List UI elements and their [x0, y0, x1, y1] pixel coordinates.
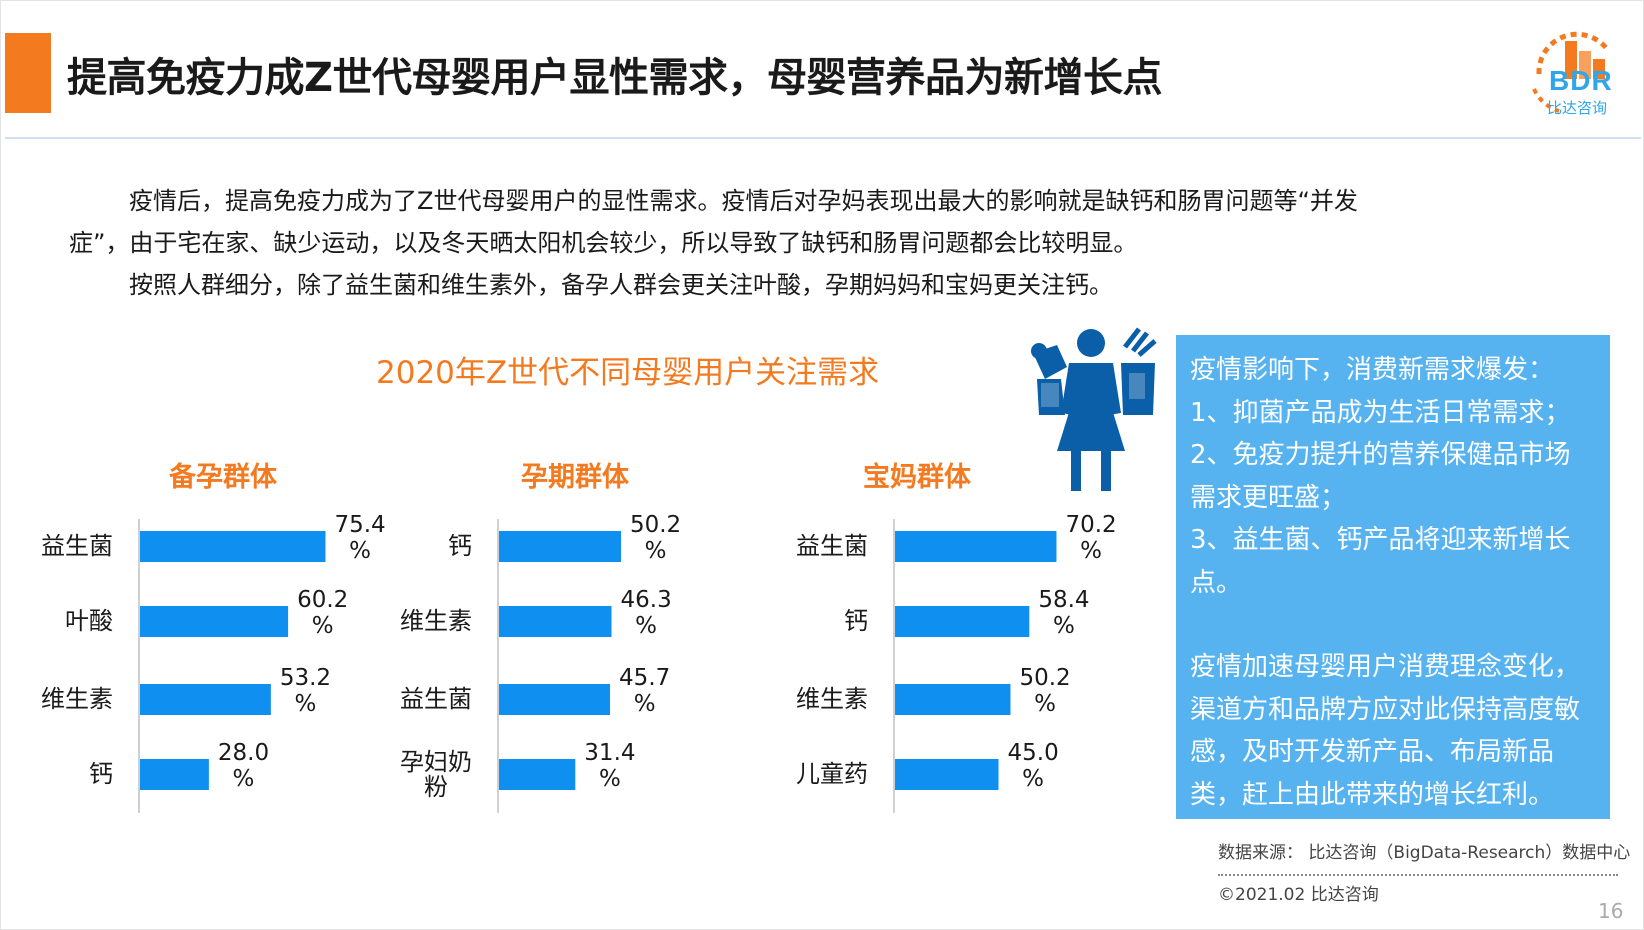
chart-value-unit: %	[1034, 691, 1056, 717]
chart-category-line: 钙	[448, 532, 472, 560]
footer-divider	[1218, 874, 1618, 876]
chart-value-unit: %	[633, 691, 656, 717]
chart-value-unit: %	[598, 766, 621, 792]
data-source: 数据来源： 比达咨询（BigData-Research）数据中心	[1218, 843, 1631, 863]
chart-category-label: 钙	[89, 762, 113, 787]
chart-value-label: 50.2%	[1019, 665, 1070, 717]
chart-category-label: 叶酸	[65, 609, 113, 634]
chart-value-unit: %	[311, 613, 334, 639]
chart-value-number: 45.7	[619, 665, 671, 691]
chart-category-line: 儿童药	[796, 760, 868, 788]
chart-title: 2020年Z世代不同母婴用户关注需求	[376, 355, 880, 391]
bdr-logo-icon	[1532, 31, 1609, 113]
chart-value-label: 46.3%	[621, 587, 672, 639]
woman-holding-baby-and-shopping-bags-icon	[1031, 327, 1157, 491]
chart-value-unit: %	[294, 691, 317, 717]
chart-value-unit: %	[1052, 613, 1075, 639]
chart-value-label: 58.4%	[1038, 587, 1089, 639]
chart-category-line: 维生素	[796, 685, 868, 713]
chart-bar	[895, 759, 999, 790]
chart-category-line: 孕妇奶	[400, 747, 472, 776]
chart-value-number: 50.2	[1019, 665, 1071, 691]
intro-line-2: 症”，由于宅在家、缺少运动，以及冬天晒太阳机会较少，所以导致了缺钙和肠胃问题都会…	[69, 229, 1138, 257]
chart-category-line: 益生菌	[400, 685, 472, 713]
chart-value-unit: %	[1080, 538, 1102, 564]
chart-value-number: 50.2	[629, 512, 682, 538]
chart-category-label: 钙	[448, 534, 472, 559]
chart-value-label: 60.2%	[297, 587, 348, 639]
chart-category-line: 粉	[424, 772, 448, 801]
chart-value-number: 46.3	[620, 587, 672, 613]
chart-value-label: 45.0%	[1008, 740, 1059, 792]
insight-box: 疫情影响下，消费新需求爆发： 1、抑菌产品成为生活日常需求； 2、免疫力提升的营…	[1176, 335, 1610, 819]
chart-value-number: 58.4	[1038, 587, 1090, 613]
chart-value-number: 70.2	[1065, 512, 1117, 538]
title-accent-bar	[5, 33, 51, 113]
chart-bar	[140, 684, 271, 715]
insight-heading: 疫情影响下，消费新需求爆发：	[1190, 355, 1555, 385]
chart-value-label: 50.2%	[630, 512, 681, 564]
chart-value-number: 31.4	[584, 740, 636, 766]
chart-category-line: 益生菌	[41, 532, 113, 560]
chart-category-line: 叶酸	[65, 607, 113, 635]
insight-point-1: 1、抑菌产品成为生活日常需求；	[1190, 397, 1571, 428]
chart-group-title: 宝妈群体	[863, 462, 971, 493]
chart-category-line: 维生素	[41, 685, 113, 713]
chart-bar	[140, 759, 209, 790]
insight-conclusion: 疫情加速母婴用户消费理念变化，渠道方和品牌方应对此保持高度敏感，及时开发新产品、…	[1190, 652, 1581, 810]
chart-category-label: 益生菌	[796, 534, 868, 559]
chart-bar	[499, 531, 621, 562]
chart-group-title: 备孕群体	[169, 462, 277, 493]
page-title: 提高免疫力成Z世代母婴用户显性需求，母婴营养品为新增长点	[67, 55, 1163, 101]
chart-bar	[499, 606, 612, 637]
chart-category-line: 钙	[844, 607, 868, 635]
chart-value-number: 45.0	[1007, 740, 1059, 766]
logo-subtitle: 比达咨询	[1547, 99, 1608, 117]
chart-category-line: 钙	[89, 760, 113, 788]
chart-value-unit: %	[635, 613, 658, 639]
chart-value-label: 70.2%	[1065, 512, 1116, 564]
chart-bar	[140, 531, 326, 562]
chart-value-label: 45.7%	[619, 665, 670, 717]
chart-value-unit: %	[232, 766, 255, 792]
chart-category-label: 维生素	[400, 609, 472, 634]
chart-value-number: 75.4	[334, 512, 386, 538]
chart-category-line: 维生素	[400, 607, 472, 635]
chart-value-label: 28.0%	[218, 740, 269, 792]
chart-category-line: 益生菌	[796, 532, 868, 560]
chart-value-number: 28.0	[217, 740, 270, 766]
chart-value-unit: %	[349, 538, 371, 564]
chart-category-label: 孕妇奶粉	[400, 747, 472, 801]
chart-category-label: 维生素	[41, 687, 113, 712]
chart-value-number: 53.2	[279, 665, 332, 691]
copyright: ©2021.02 比达咨询	[1218, 885, 1379, 905]
chart-bar	[499, 759, 576, 790]
chart-group-title: 孕期群体	[521, 462, 629, 493]
chart-bar	[499, 684, 611, 715]
intro-line-1: 疫情后，提高免疫力成为了Z世代母婴用户的显性需求。疫情后对孕妈表现出最大的影响就…	[129, 187, 1358, 215]
chart-value-label: 31.4%	[584, 740, 635, 792]
chart-category-label: 维生素	[796, 687, 868, 712]
insight-point-2: 2、免疫力提升的营养保健品市场需求更旺盛；	[1190, 440, 1571, 513]
chart-value-number: 60.2	[297, 587, 349, 613]
chart-category-label: 钙	[844, 609, 868, 634]
chart-bar	[140, 606, 289, 637]
chart-value-unit: %	[1022, 766, 1045, 792]
title-divider	[5, 137, 1641, 139]
page-number: 16	[1598, 899, 1624, 923]
chart-category-label: 儿童药	[796, 762, 868, 787]
chart-value-unit: %	[644, 538, 667, 564]
chart-bar	[895, 606, 1030, 637]
chart-value-label: 75.4%	[334, 512, 385, 564]
chart-category-label: 益生菌	[41, 534, 113, 559]
logo-text: BDR	[1549, 65, 1613, 96]
chart-value-label: 53.2%	[280, 665, 331, 717]
chart-bar	[895, 531, 1057, 562]
chart-bar	[895, 684, 1011, 715]
chart-category-label: 益生菌	[400, 687, 472, 712]
intro-line-3: 按照人群细分，除了益生菌和维生素外，备孕人群会更关注叶酸，孕期妈妈和宝妈更关注钙…	[129, 271, 1113, 299]
insight-point-3: 3、益生菌、钙产品将迎来新增长点。	[1190, 525, 1571, 598]
